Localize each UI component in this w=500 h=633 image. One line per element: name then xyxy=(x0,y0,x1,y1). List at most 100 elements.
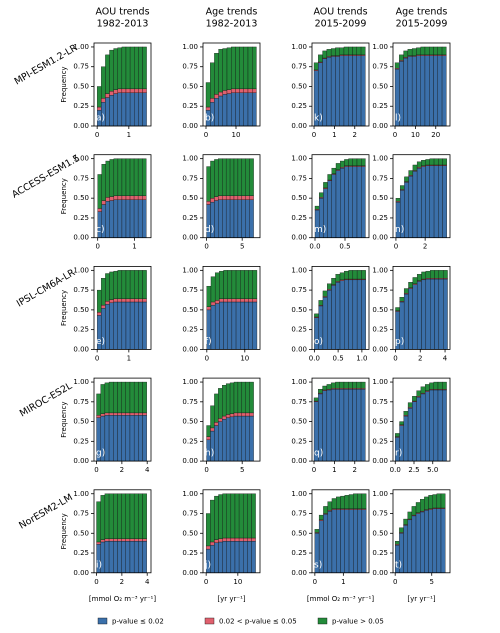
bar-segment xyxy=(104,541,110,573)
bar-segment xyxy=(437,381,443,390)
bar-segment xyxy=(105,304,110,350)
bar-segment xyxy=(105,160,110,198)
bar-segment xyxy=(104,415,110,462)
y-tick-label: 0.50 xyxy=(372,194,388,202)
bar-segment xyxy=(113,93,118,127)
x-tick-label: 0 xyxy=(393,354,397,362)
bar-segment xyxy=(326,49,332,57)
bar-segment xyxy=(229,158,235,196)
bar-segment xyxy=(322,385,328,391)
bar-segment xyxy=(138,270,143,299)
bar-segment xyxy=(214,300,220,304)
bar-segment xyxy=(234,541,240,573)
bar-segment xyxy=(249,412,254,417)
bar-segment xyxy=(134,92,139,127)
bar-segment xyxy=(252,88,257,93)
bar-segment xyxy=(360,55,366,127)
y-tick-label: 0.50 xyxy=(372,306,388,314)
bar-segment xyxy=(241,199,246,238)
x-tick-label: 0.0 xyxy=(309,354,320,362)
bar-segment xyxy=(129,493,135,539)
bar-segment xyxy=(331,285,336,350)
row-label: IPSL-CM6A-LR xyxy=(15,267,78,310)
bar-segment xyxy=(416,55,421,127)
bar-segment xyxy=(327,174,332,181)
bar-segment xyxy=(361,158,366,166)
y-tick-label: 1.00 xyxy=(372,490,388,498)
bar-segment xyxy=(330,388,336,462)
bar-segment xyxy=(227,270,233,299)
bar-segment xyxy=(214,539,219,543)
bar-segment xyxy=(421,166,426,238)
y-tick-label: 0.75 xyxy=(182,174,198,182)
y-tick-label: 1.00 xyxy=(291,490,307,498)
y-tick-label: 0.75 xyxy=(291,510,307,518)
bar-segment xyxy=(231,270,237,299)
bar-segment xyxy=(339,47,345,56)
bar-segment xyxy=(340,495,345,509)
x-tick-label: 0 xyxy=(95,243,99,251)
bar-segment xyxy=(327,283,332,290)
bar-segment xyxy=(109,271,114,300)
bar-segment xyxy=(108,538,114,542)
bar-segment xyxy=(425,270,431,279)
bar-segment xyxy=(231,88,236,93)
bar-segment xyxy=(411,506,417,516)
bar-segment xyxy=(109,91,114,96)
bar-segment xyxy=(327,510,333,573)
panel-label: i) xyxy=(96,560,102,570)
bar-segment xyxy=(436,508,442,573)
bar-segment xyxy=(442,389,447,462)
bar-segment xyxy=(420,386,426,394)
bar-segment xyxy=(420,393,426,462)
bar-segment xyxy=(113,415,118,462)
y-tick-label: 0.75 xyxy=(372,510,388,518)
panel-label: s) xyxy=(314,560,322,570)
bar-segment xyxy=(429,46,434,56)
y-tick-label: 0.75 xyxy=(291,286,307,294)
bar-segment xyxy=(326,389,332,462)
bar-segment xyxy=(249,199,254,238)
bar-segment xyxy=(133,415,139,462)
y-tick-label: 1.00 xyxy=(372,155,388,163)
bar-segment xyxy=(343,381,349,389)
y-tick-label: 0.50 xyxy=(73,306,89,314)
bar-segment xyxy=(395,541,400,545)
legend-label: 0.02 < p-value ≤ 0.05 xyxy=(219,618,297,626)
bar-segment xyxy=(97,174,102,209)
bar-segment xyxy=(134,88,139,93)
bar-segment xyxy=(399,54,404,61)
bar-segment xyxy=(227,301,233,350)
bar-segment xyxy=(138,92,143,127)
bar-segment xyxy=(356,381,362,389)
bar-segment xyxy=(408,288,414,350)
bar-segment xyxy=(348,279,354,350)
y-tick-label: 0.50 xyxy=(182,529,198,537)
y-tick-label: 0.00 xyxy=(291,457,307,465)
bar-segment xyxy=(415,502,421,513)
x-axis-label: [mmol O₂ m⁻³ yr⁻¹] xyxy=(307,595,374,603)
bar-segment xyxy=(335,388,340,462)
bar-segment xyxy=(206,436,211,440)
y-tick-label: 1.00 xyxy=(182,490,198,498)
bar-segment xyxy=(433,389,439,462)
bar-segment xyxy=(108,381,114,414)
bar-segment xyxy=(222,493,227,539)
bar-segment xyxy=(96,86,102,108)
bar-segment xyxy=(121,301,127,350)
column-title: 1982-2013 xyxy=(97,19,149,30)
bar-segment xyxy=(226,541,232,573)
bar-segment xyxy=(142,301,147,350)
bar-segment xyxy=(314,529,320,533)
y-tick-label: 0.50 xyxy=(291,306,307,314)
panel-label: c) xyxy=(96,225,104,235)
x-tick-label: 10 xyxy=(232,131,241,139)
x-tick-label: 0 xyxy=(205,354,209,362)
bar-segment xyxy=(416,390,422,397)
bar-segment xyxy=(233,158,239,196)
bar-segment xyxy=(121,415,126,462)
bar-segment xyxy=(96,312,102,316)
bar-segment xyxy=(340,167,345,238)
y-tick-label: 0.00 xyxy=(182,122,198,130)
y-tick-label: 0.00 xyxy=(73,569,89,577)
